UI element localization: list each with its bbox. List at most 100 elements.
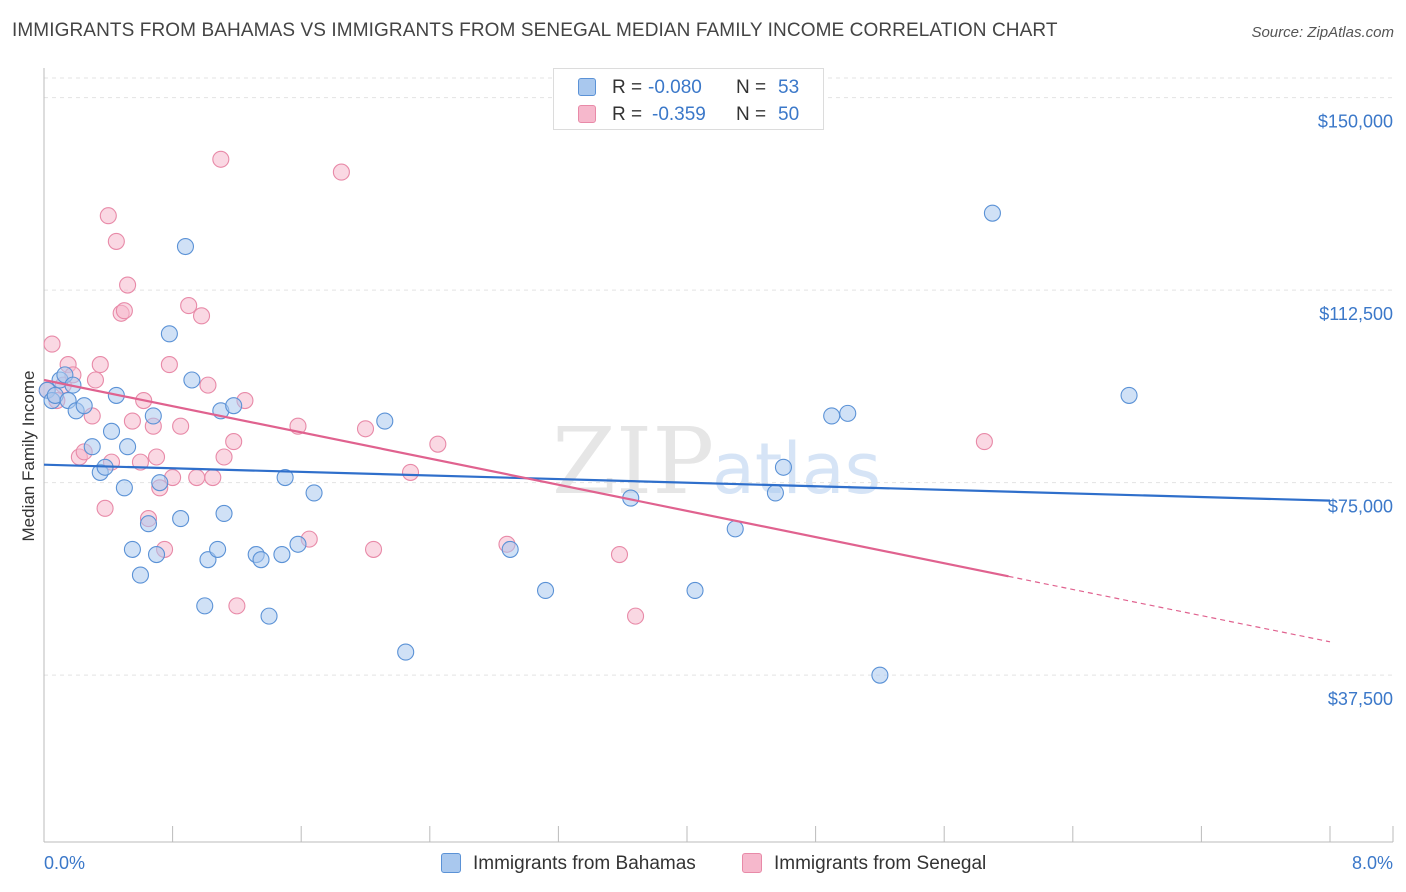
bahamas-point bbox=[871, 666, 889, 684]
bahamas-point bbox=[1120, 386, 1138, 404]
axes bbox=[43, 68, 1394, 843]
tick-labels: $37,500 $75,000 $112,500 $150,000 0.0% 8.0% bbox=[44, 112, 1393, 873]
senegal-point bbox=[332, 163, 350, 181]
bahamas-point bbox=[774, 458, 793, 476]
bahamas-point bbox=[172, 510, 190, 528]
bahamas-point bbox=[119, 438, 137, 456]
bahamas-point bbox=[766, 484, 784, 502]
senegal-point bbox=[364, 540, 383, 558]
x-tick-label: 8.0% bbox=[1352, 853, 1393, 873]
bahamas-point bbox=[536, 581, 555, 600]
bahamas-point bbox=[983, 204, 1001, 222]
senegal-point bbox=[147, 448, 166, 466]
bahamas-point bbox=[225, 397, 243, 415]
bahamas-point bbox=[209, 540, 227, 558]
senegal-legend-label: Immigrants from Senegal bbox=[774, 853, 987, 874]
senegal-point bbox=[225, 433, 243, 451]
bahamas-point bbox=[397, 643, 415, 661]
bahamas-point bbox=[131, 566, 149, 584]
y-tick-label: $37,500 bbox=[1328, 689, 1393, 709]
bahamas-swatch bbox=[578, 78, 596, 96]
senegal-point bbox=[610, 545, 629, 564]
senegal-n-value: 50 bbox=[778, 104, 800, 125]
bahamas-trend-line bbox=[43, 463, 1331, 502]
gridlines bbox=[44, 77, 1393, 676]
senegal-point bbox=[123, 412, 141, 430]
chart-title: IMMIGRANTS FROM BAHAMAS VS IMMIGRANTS FR… bbox=[12, 20, 1058, 41]
senegal-r-value: -0.359 bbox=[652, 104, 706, 125]
senegal-trend-line bbox=[43, 378, 1009, 578]
trend-lines bbox=[43, 378, 1331, 643]
y-tick-label: $75,000 bbox=[1328, 497, 1393, 517]
bahamas-legend-label: Immigrants from Bahamas bbox=[473, 853, 696, 874]
senegal-point bbox=[199, 376, 217, 394]
bahamas-point bbox=[839, 404, 857, 422]
senegal-point bbox=[429, 435, 447, 453]
bahamas-point bbox=[501, 540, 519, 558]
senegal-point bbox=[131, 453, 149, 471]
bahamas-point bbox=[102, 422, 121, 440]
bahamas-point bbox=[75, 397, 93, 415]
watermark-atlas: atlas bbox=[712, 428, 881, 510]
senegal-point bbox=[188, 468, 206, 487]
senegal-point bbox=[204, 468, 222, 487]
bahamas-legend-swatch bbox=[441, 853, 461, 873]
bahamas-point bbox=[160, 325, 178, 343]
bahamas-point bbox=[183, 371, 201, 389]
senegal-point bbox=[107, 232, 125, 250]
bahamas-point bbox=[115, 479, 133, 497]
senegal-point bbox=[172, 417, 190, 435]
senegal-point bbox=[43, 335, 61, 353]
senegal-point bbox=[86, 371, 104, 389]
bahamas-point bbox=[726, 520, 744, 538]
senegal-point bbox=[180, 297, 198, 315]
bahamas-point bbox=[147, 545, 166, 564]
y-axis-title: Median Family Income bbox=[19, 370, 38, 541]
senegal-point bbox=[215, 448, 233, 466]
bahamas-point bbox=[144, 407, 162, 425]
bahamas-n-value: 53 bbox=[778, 77, 800, 98]
senegal-legend-swatch bbox=[742, 853, 762, 873]
bahamas-point bbox=[196, 597, 214, 615]
y-tick-label: $112,500 bbox=[1319, 304, 1393, 324]
y-tick-label: $150,000 bbox=[1318, 112, 1393, 132]
senegal-point bbox=[212, 150, 230, 168]
correlation-legend: R = -0.080 N = 53 R = -0.359 N = 50 bbox=[553, 68, 824, 130]
bahamas-point bbox=[376, 412, 394, 430]
bahamas-point bbox=[823, 407, 841, 425]
senegal-point bbox=[96, 499, 114, 517]
senegal-point bbox=[627, 607, 645, 625]
senegal-point bbox=[228, 597, 246, 615]
senegal-point bbox=[975, 433, 993, 451]
chart-source: Source: ZipAtlas.com bbox=[1251, 24, 1394, 41]
senegal-point bbox=[192, 307, 211, 325]
bahamas-point bbox=[686, 581, 704, 600]
legend-n-label: N = bbox=[736, 77, 767, 98]
senegal-swatch bbox=[578, 105, 596, 123]
scatter-points bbox=[38, 150, 1138, 684]
legend-n-label: N = bbox=[736, 104, 767, 125]
legend-r-label: R = bbox=[612, 77, 643, 98]
senegal-point bbox=[401, 463, 420, 481]
senegal-point bbox=[356, 420, 375, 438]
bahamas-point bbox=[83, 438, 101, 456]
bahamas-r-value: -0.080 bbox=[648, 77, 702, 98]
bahamas-point bbox=[273, 545, 291, 564]
bahamas-point bbox=[123, 540, 141, 558]
senegal-trend-extension bbox=[1008, 575, 1331, 643]
x-tick-label: 0.0% bbox=[44, 853, 85, 873]
bahamas-point bbox=[215, 504, 233, 523]
bahamas-point bbox=[289, 535, 307, 553]
bahamas-point bbox=[252, 551, 270, 569]
bahamas-point bbox=[176, 237, 195, 256]
bahamas-point bbox=[276, 468, 294, 487]
bahamas-point bbox=[260, 607, 278, 625]
senegal-point bbox=[115, 302, 133, 320]
legend-r-label: R = bbox=[612, 104, 643, 125]
bahamas-point bbox=[305, 484, 323, 502]
senegal-point bbox=[99, 207, 117, 225]
senegal-point bbox=[160, 356, 178, 374]
bahamas-point bbox=[139, 515, 158, 533]
bahamas-point bbox=[151, 474, 169, 492]
